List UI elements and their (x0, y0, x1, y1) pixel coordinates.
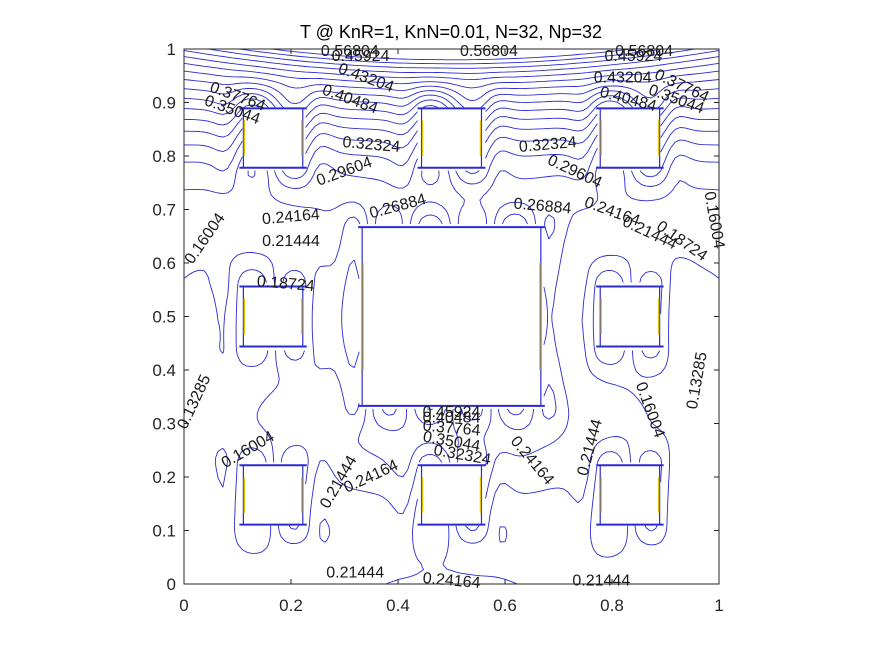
contour-line-level-12 (183, 70, 720, 102)
y-tick-label-1: 0.1 (152, 522, 176, 541)
contour-line-level-6 (183, 117, 720, 175)
obstacle-small-bottom-center (420, 464, 483, 526)
contour-label-19: 0.26884 (513, 196, 572, 218)
x-tick-label-3: 0.6 (493, 596, 517, 615)
contour-label-36: 0.45924 (423, 404, 481, 421)
contour-label-14: 0.32324 (342, 134, 401, 156)
tick-labels: 0 0.2 0.4 0.6 0.8 1 0 0.1 0.2 0.3 0.4 0.5 0.6 0.7 0.8 0… (152, 40, 723, 615)
y-tick-label-0: 0 (167, 575, 176, 594)
contour-line-level-15 (183, 50, 720, 74)
contour-lines (183, 48, 720, 585)
contour-label-5: 0.45924 (604, 48, 662, 65)
contour-label-20: 0.24164 (261, 206, 320, 228)
contour-label-7: 0.43204 (594, 70, 652, 87)
y-tick-label-7: 0.7 (152, 201, 176, 220)
x-tick-label-4: 0.8 (600, 596, 624, 615)
obstacle-small-top-center (420, 107, 483, 169)
contour-label-4: 0.45924 (332, 48, 390, 65)
obstacle-small-bottom-right (599, 464, 661, 526)
contour-line-level-5 (184, 128, 719, 421)
contour-line-level-7 (183, 104, 720, 143)
contour-label-1: 0.56804 (321, 43, 379, 60)
contour-line-level-13 (183, 62, 720, 89)
contour-label-42: 0.24164 (422, 570, 481, 592)
x-tick-label-2: 0.4 (386, 596, 410, 615)
contour-line-level-8 (183, 98, 720, 131)
obstacle-small-mid-right (599, 285, 661, 348)
y-tick-label-3: 0.3 (152, 415, 176, 434)
x-tick-label-0: 0 (179, 596, 188, 615)
contour-line-level-14 (183, 56, 720, 81)
contour-label-15: 0.32324 (518, 134, 577, 156)
x-tick-label-5: 1 (714, 596, 723, 615)
y-tick-label-8: 0.8 (152, 147, 176, 166)
contour-label-41: 0.21444 (326, 565, 384, 582)
obstacle-large-center (361, 226, 542, 407)
contour-line-level-16 (208, 48, 695, 69)
contour-line-level-11 (183, 79, 720, 108)
contour-line-level-9 (183, 93, 720, 121)
axes (183, 48, 720, 585)
contour-line-level-2 (183, 170, 720, 546)
obstacle-small-top-right (599, 107, 661, 169)
obstacle-small-bottom-left (242, 464, 304, 526)
y-tick-label-6: 0.6 (152, 254, 176, 273)
contour-label-2: 0.56804 (460, 43, 518, 60)
contour-label-38: 0.37764 (422, 418, 481, 440)
x-tick-label-1: 0.2 (279, 596, 303, 615)
contour-label-3: 0.56804 (615, 43, 673, 60)
contour-line-level-17 (239, 48, 664, 65)
chart-title: T @ KnR=1, KnN=0.01, N=32, Np=32 (300, 22, 602, 42)
contour-label-43: 0.21444 (572, 573, 630, 590)
y-tick-label-10: 1 (167, 40, 176, 59)
contour-line-level-3 (183, 156, 720, 532)
y-tick-label-4: 0.4 (152, 361, 176, 380)
contour-label-37: 0.40484 (423, 409, 481, 426)
contour-line-level-4 (183, 140, 720, 467)
obstacles (239, 107, 664, 526)
y-tick-label-9: 0.9 (152, 94, 176, 113)
contour-label-24: 0.18724 (256, 273, 315, 295)
contour-label-22: 0.21444 (262, 233, 320, 250)
y-tick-label-5: 0.5 (152, 308, 176, 327)
obstacle-small-mid-left (242, 285, 304, 348)
y-tick-label-2: 0.2 (152, 468, 176, 487)
obstacle-small-top-left (242, 107, 304, 169)
contour-line-level-18 (271, 48, 632, 61)
